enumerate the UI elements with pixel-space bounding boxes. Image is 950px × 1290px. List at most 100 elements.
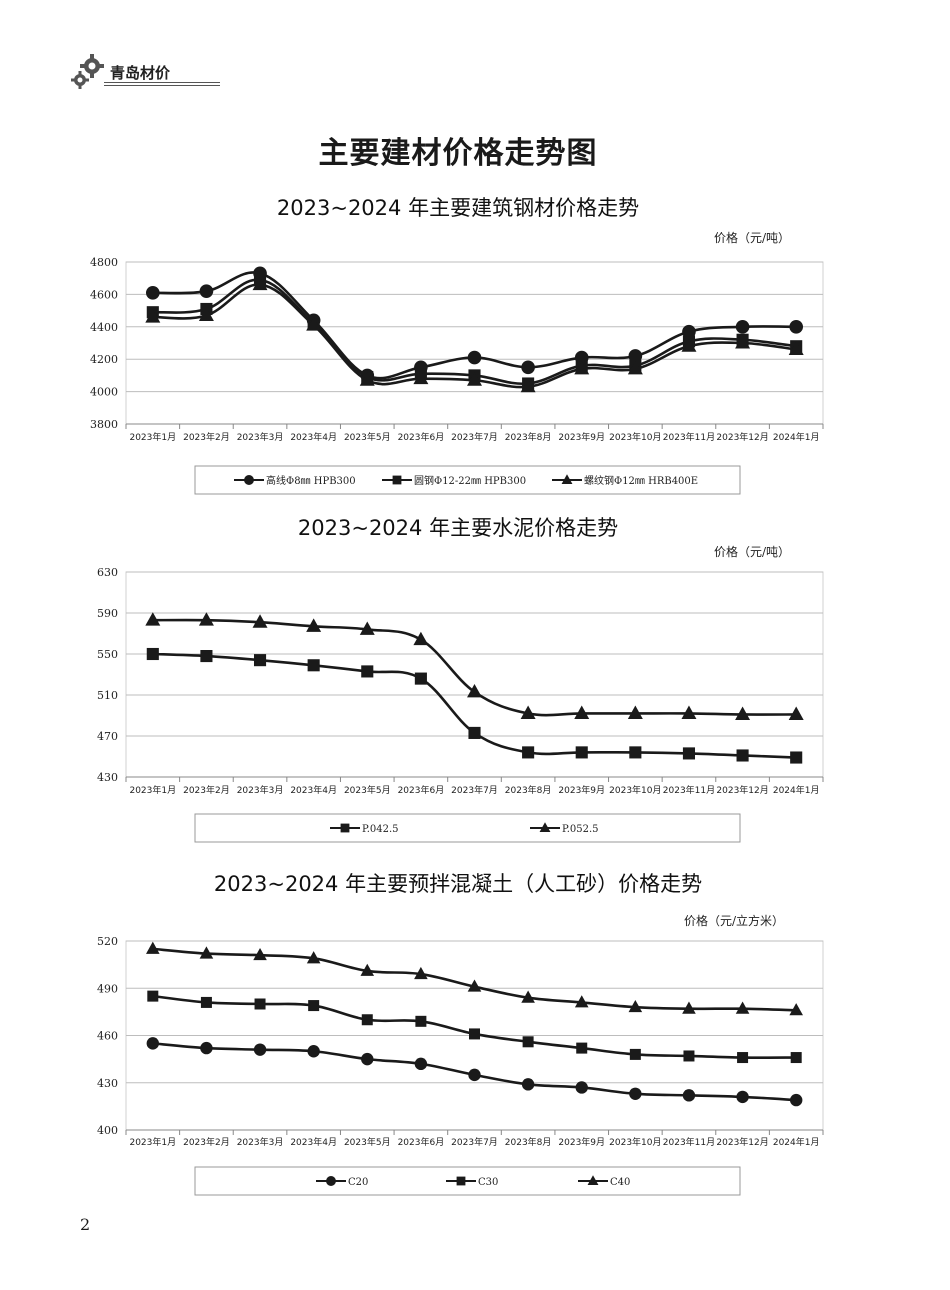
data-point: [252, 614, 268, 628]
data-point: [682, 747, 696, 760]
y-tick-label: 4600: [90, 288, 118, 301]
cement-chart-title: 2023~2024 年主要水泥价格走势: [297, 516, 619, 540]
data-point: [629, 1048, 641, 1060]
data-point: [467, 350, 482, 365]
data-point: [681, 705, 697, 719]
legend-marker: [340, 823, 350, 833]
x-tick-label: 2023年1月: [129, 784, 176, 796]
y-tick-label: 4200: [90, 353, 118, 366]
data-point: [627, 361, 643, 375]
data-point: [737, 1052, 749, 1064]
data-point: [200, 996, 212, 1008]
data-point: [307, 1045, 320, 1058]
data-point: [254, 998, 266, 1010]
y-tick-label: 520: [97, 935, 118, 948]
data-point: [574, 995, 589, 1008]
series-C40: [146, 941, 803, 1016]
y-tick-label: 4800: [90, 256, 118, 269]
data-point: [146, 1037, 160, 1050]
data-point: [789, 319, 804, 334]
data-point: [520, 705, 536, 719]
legend-marker: [539, 822, 551, 832]
data-point: [790, 751, 803, 764]
x-tick-label: 2023年11月: [663, 431, 715, 443]
x-tick-label: 2023年9月: [558, 1136, 605, 1148]
data-point: [682, 324, 696, 339]
legend-marker: [456, 1176, 466, 1186]
legend-item: C30: [446, 1176, 498, 1188]
data-point: [252, 276, 268, 291]
data-point: [361, 1014, 373, 1026]
x-tick-label: 2023年12月: [716, 431, 768, 443]
data-point: [629, 1087, 642, 1100]
data-point: [629, 746, 642, 759]
x-tick-label: 2023年4月: [290, 784, 337, 796]
data-point: [735, 335, 751, 349]
legend-label: C30: [478, 1177, 498, 1188]
data-point: [736, 1090, 749, 1104]
data-point: [789, 1093, 803, 1107]
header-rule: [104, 82, 220, 83]
brand-name: 青岛材价: [110, 64, 171, 82]
y-tick-label: 470: [97, 730, 118, 743]
x-tick-label: 2023年12月: [716, 1136, 768, 1148]
y-tick-label: 430: [97, 771, 118, 784]
data-point: [736, 749, 749, 762]
x-tick-label: 2023年10月: [609, 1136, 661, 1148]
data-point: [306, 317, 322, 331]
x-tick-label: 2023年7月: [451, 784, 498, 796]
x-tick-label: 2023年11月: [663, 784, 715, 796]
concrete-chart-unit: 价格（元/立方米）: [684, 914, 785, 928]
cement-price-chart: 630 590 550 510 470 430 2023年1月 2023年2月 2023年3月 2…: [97, 566, 824, 843]
data-point: [307, 659, 320, 672]
series-line: [152, 618, 797, 717]
legend: [194, 813, 741, 843]
data-point: [522, 1036, 534, 1048]
header: 青岛材价: [68, 52, 220, 92]
series-C20: [146, 1037, 803, 1107]
x-tick-label: 2023年8月: [505, 784, 552, 796]
data-point: [467, 684, 482, 698]
x-tick-label: 2023年6月: [398, 431, 445, 443]
data-point: [198, 612, 214, 626]
data-point: [199, 284, 214, 298]
data-point: [735, 319, 750, 334]
data-point: [200, 650, 213, 663]
x-tick-label: 2023年3月: [237, 431, 284, 443]
header-rule: [104, 85, 220, 86]
x-tick-label: 2023年3月: [237, 784, 284, 796]
x-tick-label: 2023年8月: [505, 431, 552, 443]
page-title: 主要建材价格走势图: [318, 136, 598, 171]
data-point: [467, 372, 482, 386]
data-point: [414, 966, 428, 980]
data-point: [789, 1003, 803, 1016]
legend-marker: [326, 1176, 336, 1186]
data-point: [146, 647, 159, 661]
y-tick-label: 4000: [90, 386, 118, 399]
legend-label: P.042.5: [362, 824, 399, 835]
data-point: [520, 378, 536, 393]
data-point: [359, 621, 375, 635]
x-tick-label: 2023年1月: [129, 431, 176, 443]
legend-marker: [587, 1175, 599, 1185]
data-point: [468, 1068, 481, 1082]
data-point: [790, 1052, 802, 1064]
data-point: [735, 706, 751, 720]
x-tick-label: 2024年1月: [773, 784, 820, 796]
data-point: [576, 1042, 588, 1054]
legend-item: C20: [316, 1176, 368, 1188]
data-point: [146, 941, 160, 954]
x-tick-label: 2023年2月: [183, 784, 230, 796]
legend-item: P.042.5: [330, 823, 399, 835]
concrete-price-chart: 520 490 460 430 400 2023年1月 2023年2月 2023年3月 2023…: [97, 935, 824, 1196]
x-tick-label: 2023年1月: [129, 1136, 176, 1148]
legend: [194, 465, 741, 495]
data-point: [415, 1015, 427, 1027]
legend-label: C40: [610, 1177, 630, 1188]
cement-chart-unit: 价格（元/吨）: [714, 545, 791, 559]
data-point: [145, 309, 161, 323]
x-tick-label: 2023年8月: [505, 1136, 552, 1148]
x-tick-label: 2023年2月: [183, 1136, 230, 1148]
data-point: [306, 951, 321, 964]
data-point: [200, 1041, 213, 1055]
